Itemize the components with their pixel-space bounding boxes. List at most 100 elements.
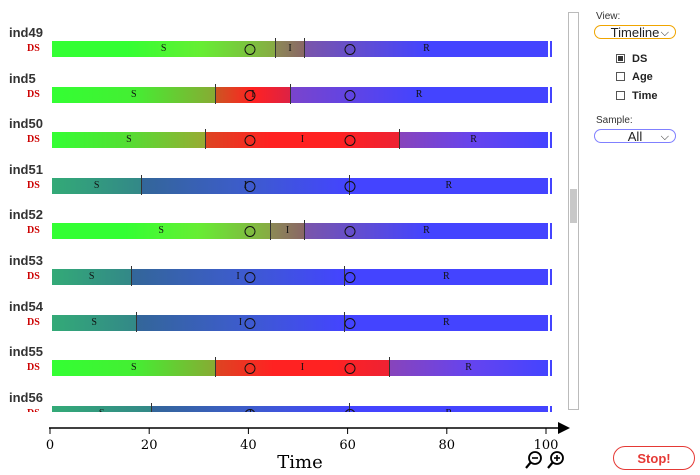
event-marker — [344, 272, 356, 283]
row-name: ind5 — [9, 70, 36, 86]
state-divider — [349, 402, 351, 412]
view-select[interactable]: Timeline ⌵ — [594, 25, 676, 40]
axis-arrow-icon — [558, 422, 570, 434]
chevron-down-icon: ⌵ — [660, 27, 669, 39]
state-label: R — [465, 362, 472, 374]
axis-tick-label: 80 — [439, 438, 456, 453]
state-divider — [215, 357, 217, 378]
checkbox-age[interactable] — [616, 72, 625, 81]
state-label: S — [158, 225, 164, 237]
state-bar — [52, 223, 548, 240]
timeline-row[interactable]: ind52 DS S I R — [0, 207, 570, 253]
event-marker — [344, 44, 356, 55]
event-marker — [344, 317, 356, 329]
chevron-down-icon: ⌵ — [660, 131, 669, 143]
state-label: R — [442, 271, 450, 282]
state-label: I — [288, 43, 292, 54]
row-name: ind53 — [9, 253, 43, 268]
view-selected-value: Timeline — [610, 25, 660, 40]
timeline-row[interactable]: ind49 DS S I R — [0, 25, 570, 71]
timeline-row[interactable]: ind5 DS S I R — [0, 71, 570, 117]
view-label: View: — [596, 11, 621, 22]
sample-select[interactable]: All ⌵ — [594, 129, 676, 144]
row-tag: DS — [27, 408, 40, 412]
state-label: R — [470, 134, 477, 146]
state-bar — [52, 360, 548, 377]
state-divider — [289, 83, 291, 104]
state-label: S — [93, 179, 100, 191]
bar-end-cap — [549, 405, 552, 412]
timeline-row[interactable]: ind56DSSIR — [0, 390, 570, 412]
row-name: ind51 — [9, 161, 43, 177]
row-tag: DS — [27, 179, 40, 191]
event-marker — [344, 180, 356, 192]
state-bar — [52, 269, 548, 285]
row-name: ind55 — [9, 344, 43, 360]
state-bar — [52, 405, 548, 412]
bar-end-cap — [549, 314, 552, 331]
axis-title: Time — [277, 452, 322, 473]
sample-label: Sample: — [596, 115, 633, 126]
event-marker — [244, 272, 256, 283]
event-marker — [244, 317, 256, 329]
event-marker — [244, 363, 256, 375]
state-divider — [215, 83, 217, 104]
axis-tick-label: 60 — [339, 438, 356, 453]
scroll-thumb[interactable] — [570, 189, 577, 223]
state-bar — [52, 41, 548, 57]
bar-end-cap — [549, 41, 552, 57]
state-divider — [150, 402, 152, 412]
option-age-label: Age — [632, 71, 653, 83]
row-tag: DS — [27, 316, 40, 328]
state-bar — [52, 314, 548, 331]
zoom-in-icon[interactable] — [547, 451, 564, 469]
bar-end-cap — [549, 132, 552, 149]
event-marker — [344, 89, 356, 101]
state-label: S — [99, 408, 105, 412]
state-label: R — [415, 88, 423, 100]
state-divider — [388, 357, 390, 378]
sample-selected-value: All — [627, 129, 643, 144]
vertical-scrollbar[interactable] — [568, 12, 579, 410]
event-marker — [244, 180, 256, 192]
zoom-out-icon[interactable] — [525, 451, 542, 469]
option-ds-label: DS — [632, 53, 648, 65]
state-label: R — [445, 179, 453, 191]
bar-end-cap — [549, 223, 552, 240]
state-label: I — [300, 134, 305, 146]
checkbox-ds[interactable] — [616, 54, 625, 63]
row-name: ind56 — [9, 389, 43, 405]
event-marker — [344, 363, 356, 375]
state-bar — [52, 177, 548, 194]
state-divider — [274, 38, 276, 58]
axis-tick-label: 40 — [240, 438, 257, 453]
timeline-row[interactable]: ind50 DS S I R — [0, 116, 570, 162]
bar-end-cap — [549, 177, 552, 194]
state-label: S — [160, 43, 167, 54]
state-label: I — [300, 362, 305, 374]
row-tag: DS — [27, 271, 40, 282]
state-bar — [52, 86, 548, 103]
state-divider — [140, 174, 142, 195]
state-divider — [269, 220, 271, 241]
state-divider — [205, 129, 207, 150]
state-bar — [52, 132, 548, 149]
timeline-row[interactable]: ind51 DS S I R — [0, 162, 570, 208]
bar-end-cap — [549, 360, 552, 377]
row-name: ind49 — [9, 25, 43, 40]
row-tag: DS — [27, 225, 40, 237]
row-name: ind50 — [9, 116, 43, 132]
bar-end-cap — [549, 86, 552, 103]
stop-button[interactable]: Stop! — [613, 446, 695, 470]
checkbox-time[interactable] — [616, 91, 625, 100]
state-label: I — [285, 225, 290, 237]
timeline-row[interactable]: ind55 DS S I R — [0, 344, 570, 390]
axis-tick-label: 20 — [141, 438, 158, 453]
row-tag: DS — [27, 362, 40, 374]
event-marker — [244, 226, 256, 238]
event-marker — [244, 135, 256, 147]
timeline-row[interactable]: ind54 DS S I R — [0, 299, 570, 345]
event-marker — [344, 135, 356, 147]
timeline-row[interactable]: ind53 DS S I R — [0, 253, 570, 299]
